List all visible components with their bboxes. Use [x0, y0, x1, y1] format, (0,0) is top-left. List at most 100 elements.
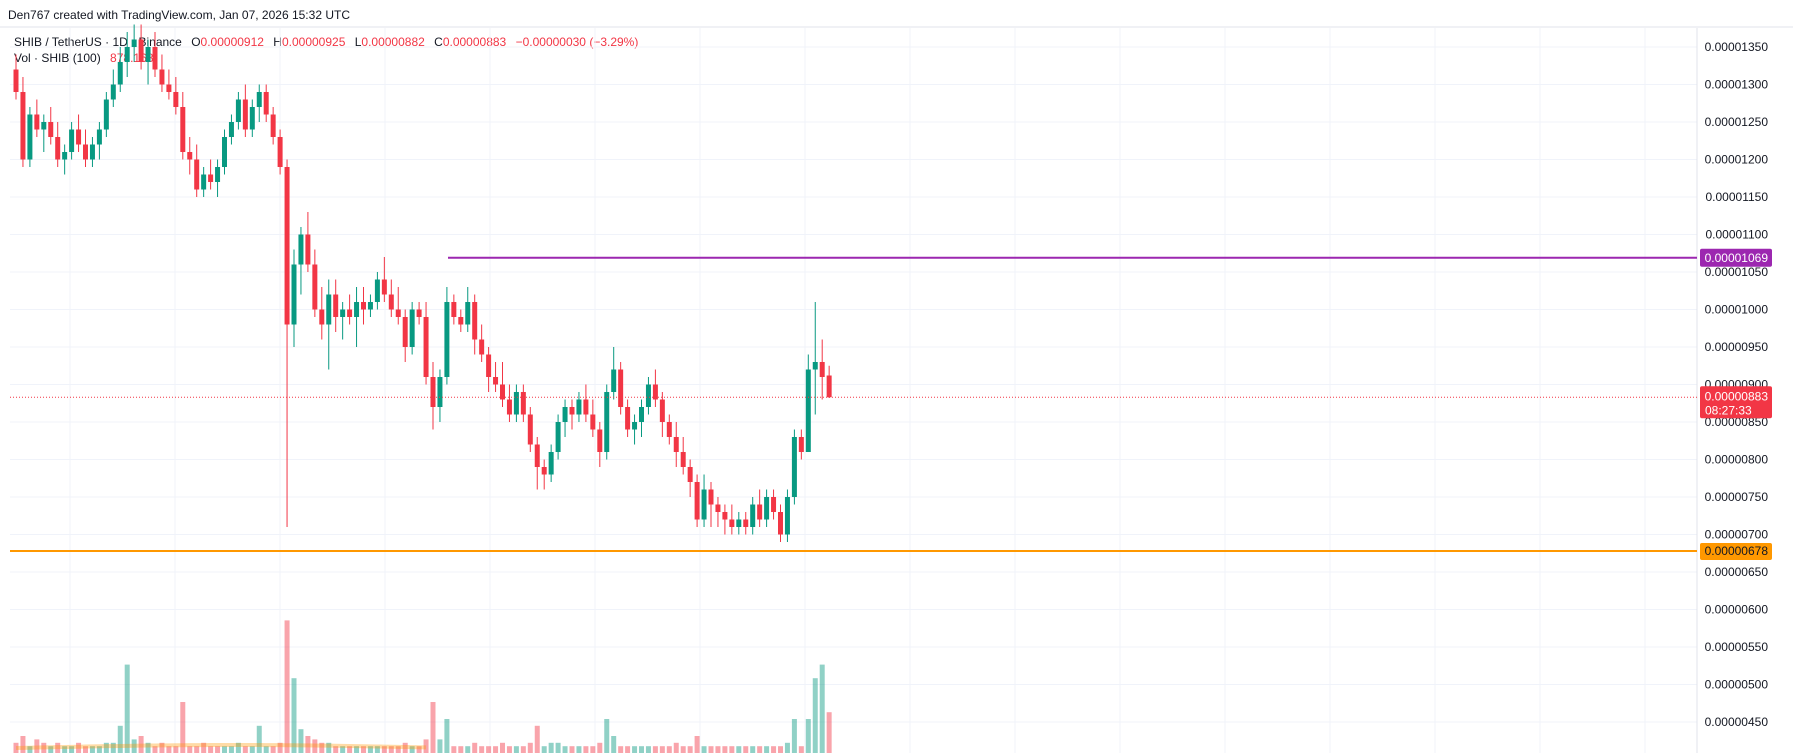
candle-body[interactable]: [736, 519, 742, 528]
candle-body[interactable]: [743, 519, 749, 528]
candle-body[interactable]: [194, 159, 200, 190]
candle-body[interactable]: [625, 407, 631, 430]
candle-body[interactable]: [750, 504, 756, 528]
candle-body[interactable]: [729, 519, 735, 528]
candle-body[interactable]: [604, 392, 610, 452]
candle-body[interactable]: [798, 437, 804, 452]
candle-body[interactable]: [284, 167, 290, 325]
candle-body[interactable]: [83, 144, 88, 160]
candle-body[interactable]: [548, 452, 554, 475]
candle-body[interactable]: [62, 152, 68, 160]
candle-body[interactable]: [374, 279, 380, 303]
candle-body[interactable]: [138, 39, 144, 63]
candle-body[interactable]: [354, 302, 360, 317]
candle-body[interactable]: [312, 264, 318, 310]
candle-body[interactable]: [639, 407, 644, 422]
candle-body[interactable]: [569, 407, 575, 415]
candle-body[interactable]: [576, 399, 582, 415]
candle-body[interactable]: [562, 407, 568, 422]
candle-body[interactable]: [458, 317, 464, 325]
candle-body[interactable]: [27, 114, 33, 160]
candle-body[interactable]: [277, 137, 283, 167]
candle-body[interactable]: [764, 497, 770, 520]
candle-body[interactable]: [256, 92, 262, 107]
candle-body[interactable]: [541, 467, 547, 475]
candle-body[interactable]: [597, 429, 603, 453]
candle-body[interactable]: [645, 384, 651, 408]
candle-body[interactable]: [96, 129, 102, 145]
candle-body[interactable]: [89, 144, 95, 160]
candle-body[interactable]: [500, 384, 505, 400]
candle-body[interactable]: [778, 512, 783, 535]
candle-body[interactable]: [708, 489, 714, 505]
candle-body[interactable]: [534, 444, 540, 468]
candle-body[interactable]: [381, 279, 387, 295]
candle-body[interactable]: [423, 317, 429, 377]
candle-body[interactable]: [465, 302, 471, 325]
candle-body[interactable]: [20, 92, 26, 160]
candle-body[interactable]: [13, 69, 19, 93]
candle-body[interactable]: [159, 69, 165, 85]
candle-body[interactable]: [124, 47, 130, 62]
candle-body[interactable]: [416, 309, 422, 318]
candle-body[interactable]: [479, 339, 485, 355]
candle-body[interactable]: [812, 362, 818, 370]
candle-body[interactable]: [187, 152, 193, 160]
candle-body[interactable]: [326, 294, 332, 325]
candle-body[interactable]: [826, 375, 832, 398]
candle-body[interactable]: [618, 369, 624, 408]
candle-body[interactable]: [583, 399, 589, 415]
candle-body[interactable]: [131, 39, 137, 48]
candle-body[interactable]: [395, 309, 401, 318]
candle-body[interactable]: [430, 377, 436, 407]
candle-body[interactable]: [242, 99, 248, 130]
candle-body[interactable]: [152, 47, 158, 70]
candle-body[interactable]: [819, 362, 825, 377]
candle-body[interactable]: [76, 129, 82, 145]
candle-body[interactable]: [208, 174, 214, 183]
candle-body[interactable]: [228, 122, 234, 137]
candle-body[interactable]: [472, 302, 478, 340]
candle-body[interactable]: [687, 467, 693, 482]
candle-body[interactable]: [493, 377, 499, 385]
candle-body[interactable]: [117, 62, 123, 85]
candle-body[interactable]: [513, 392, 519, 415]
candle-body[interactable]: [215, 167, 221, 182]
candle-body[interactable]: [715, 504, 721, 513]
candle-body[interactable]: [520, 392, 526, 415]
candle-body[interactable]: [659, 399, 665, 423]
candle-body[interactable]: [110, 84, 116, 100]
candle-body[interactable]: [180, 107, 186, 152]
candle-body[interactable]: [409, 309, 415, 348]
candle-body[interactable]: [201, 174, 207, 190]
candle-body[interactable]: [367, 302, 373, 310]
candle-body[interactable]: [555, 422, 561, 452]
candle-body[interactable]: [145, 47, 151, 62]
candle-body[interactable]: [402, 317, 408, 347]
candle-body[interactable]: [319, 309, 325, 325]
candle-body[interactable]: [249, 107, 255, 130]
candle-body[interactable]: [263, 92, 269, 115]
candle-body[interactable]: [784, 497, 790, 535]
volume-name[interactable]: Vol · SHIB (100): [14, 51, 101, 65]
candle-body[interactable]: [527, 414, 533, 445]
candle-body[interactable]: [632, 422, 638, 430]
candle-body[interactable]: [235, 99, 241, 123]
candle-body[interactable]: [506, 399, 512, 415]
candle-body[interactable]: [347, 309, 353, 318]
candle-body[interactable]: [652, 384, 658, 400]
candle-body[interactable]: [69, 129, 75, 153]
candle-body[interactable]: [666, 422, 672, 437]
candle-body[interactable]: [701, 489, 707, 520]
candle-body[interactable]: [694, 482, 700, 520]
candle-body[interactable]: [298, 234, 304, 265]
candle-body[interactable]: [444, 302, 450, 377]
candle-body[interactable]: [270, 114, 276, 138]
candle-body[interactable]: [291, 264, 297, 325]
candle-body[interactable]: [55, 137, 61, 160]
candle-body[interactable]: [590, 414, 596, 430]
candle-body[interactable]: [41, 122, 47, 130]
candle-body[interactable]: [340, 309, 346, 318]
candle-body[interactable]: [166, 84, 172, 93]
